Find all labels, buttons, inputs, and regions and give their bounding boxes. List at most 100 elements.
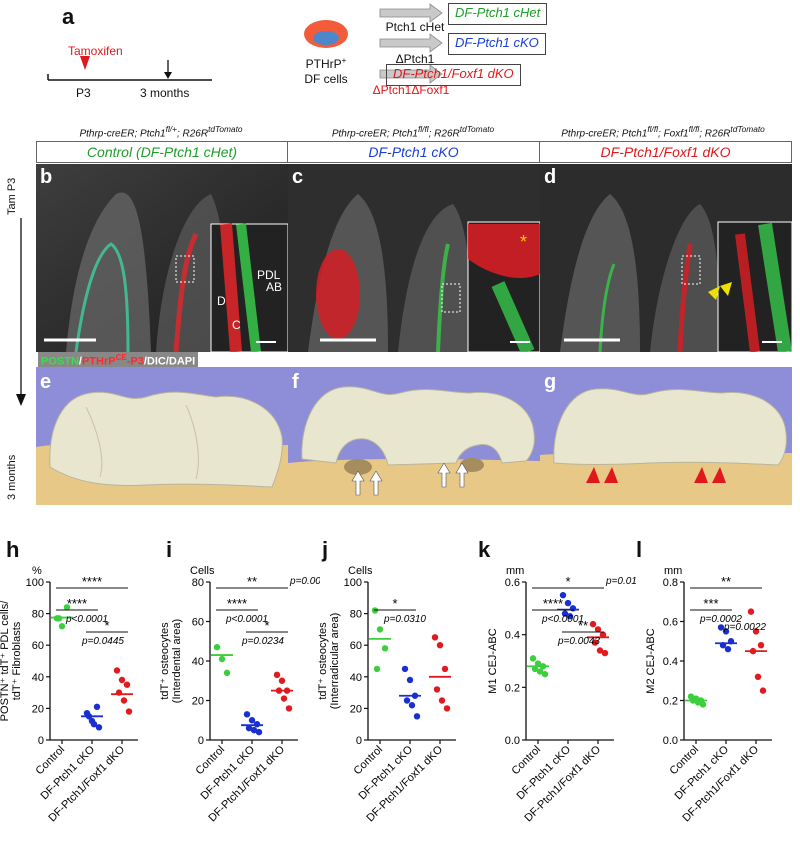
chart-j-point — [401, 665, 409, 673]
chart-i-pvalue: p=0.0043 — [289, 576, 320, 587]
panel-label-h: h — [6, 537, 20, 562]
chart-i-ytick-label: 80 — [192, 577, 204, 589]
cells-label-line1: PTHrP — [305, 57, 342, 71]
chart-k-point — [534, 660, 542, 667]
three-months-label: 3 months — [140, 86, 190, 100]
schematic-diagram — [47, 3, 443, 84]
chart-h: % POSTN⁺ tdT⁺ PDL cells/tdT⁺ Fibroblasts 0… — [0, 565, 138, 824]
chart-i-point — [243, 711, 251, 718]
panel-label-i: i — [166, 537, 173, 562]
group-header-cko: DF-Ptch1 cKO — [287, 141, 540, 163]
chart-h-point — [123, 681, 131, 688]
box-cHet-text: DF-Ptch1 cHet — [455, 5, 541, 20]
chart-j-ylabel-line: (Interradicular area) — [329, 613, 341, 710]
chart-l-ytick-label: 0.6 — [663, 617, 678, 629]
chart-i-sig-stars: **** — [227, 596, 247, 611]
genotype-cko: Pthrp-creER; Ptch1fl/fl; R26RtdTomato — [288, 124, 538, 139]
chart-i-ytick-label: 0 — [198, 735, 204, 747]
three-months-vertical-label: 3 months — [6, 454, 18, 500]
chart-h-ytick-label: 60 — [32, 640, 44, 652]
chart-i-pvalue: p<0.0001 — [225, 614, 268, 625]
chart-h-point — [58, 623, 66, 630]
chart-k-point — [594, 626, 602, 633]
chart-h-point — [120, 697, 128, 704]
chart-k-point — [569, 605, 577, 612]
chart-i-point — [223, 669, 231, 677]
label-ab: AB — [266, 280, 283, 294]
chart-j-ytick-label: 40 — [350, 672, 362, 684]
chart-h-point — [95, 724, 103, 731]
chart-h-sig-stars: **** — [82, 574, 102, 589]
panel-label-e: e — [40, 371, 52, 393]
chart-l-point — [752, 628, 760, 635]
arrows-white-1 — [351, 471, 383, 496]
chart-h-ytick-label: 0 — [38, 735, 44, 747]
micrograph-d: d — [540, 164, 792, 352]
genotype-dko: Pthrp-creER; Ptch1fl/fl; Foxf1fl/fl; R26… — [538, 124, 788, 139]
arrow2-label: ΔPtch1 — [395, 52, 435, 66]
genotype-dko-text: Pthrp-creER; Ptch1 — [561, 128, 648, 140]
arrow3-label: ΔPtch1ΔFoxf1 — [372, 83, 450, 97]
genotype-control-sup2: tdTomato — [208, 124, 243, 134]
genotype-dko-sup: fl/fl — [647, 124, 659, 134]
chart-j-pvalue: p=0.0310 — [383, 614, 426, 625]
chart-l-ytick-label: 0.8 — [663, 577, 678, 589]
chart-l-point — [757, 642, 765, 649]
chart-i-ylabel: tdT⁺ osteocytes(Interdental area) — [160, 619, 183, 703]
micrograph-c-image: * — [288, 164, 540, 352]
chart-l-pvalue: p=0.0002 — [699, 614, 742, 625]
chart-k-ytick-label: 0.0 — [505, 735, 520, 747]
chart-l-point — [747, 608, 755, 615]
chart-k-pvalue: p<0.0001 — [541, 614, 584, 625]
chart-j-point — [408, 702, 416, 709]
chart-k-point — [541, 670, 549, 678]
box-cKO: DF-Ptch1 cKO — [448, 33, 546, 55]
time-arrow — [16, 218, 26, 406]
panel-label-b: b — [40, 166, 53, 188]
chart-i-point — [213, 643, 221, 651]
chart-i-ylabel-line: tdT⁺ osteocytes — [160, 622, 171, 700]
chart-h-point — [113, 667, 121, 674]
chart-k-sig-stars: **** — [543, 596, 563, 611]
chart-j-ylabel-line: tdT⁺ osteocytes — [318, 622, 329, 700]
chart-k-ylabel-line: M1 CEJ-ABC — [487, 628, 499, 693]
chart-i-point — [273, 671, 281, 679]
chart-k-sig-stars: * — [565, 574, 570, 589]
chart-l-ytick-label: 0.4 — [663, 656, 678, 668]
chart-k-point — [531, 665, 539, 673]
chart-l-ytick-label: 0.0 — [663, 735, 678, 747]
chart-l-sig-stars: ** — [721, 574, 731, 589]
chart-h-ylabel-line: POSTN⁺ tdT⁺ PDL cells/ — [0, 600, 11, 722]
chart-k-sig-stars: ** — [578, 618, 588, 633]
chart-i-point — [248, 717, 256, 724]
chart-k-point — [601, 649, 609, 657]
chart-k-pvalue: p=0.0121 — [605, 576, 636, 587]
box-cKO-text: DF-Ptch1 cKO — [455, 35, 539, 50]
chart-h-ytick-label: 40 — [32, 672, 44, 684]
stain-slash: / — [78, 355, 82, 368]
panel-label-k: k — [478, 537, 491, 562]
chart-l-point — [717, 624, 725, 631]
genotype-dko-sup2: tdTomato — [730, 124, 765, 134]
panel-label-f: f — [292, 371, 299, 393]
micrograph-d-image — [540, 164, 792, 352]
chart-k-point — [599, 631, 607, 638]
cells-label-line2: DF cells — [304, 72, 348, 86]
chart-i-point — [218, 655, 226, 663]
cells-label: PTHrP+ DF cells — [298, 53, 354, 87]
render-f: f — [288, 367, 540, 505]
panel-label-a: a — [62, 4, 75, 29]
genotype-control-text: Pthrp-creER; Ptch1 — [79, 128, 166, 140]
arrows-white-2 — [437, 463, 469, 488]
tamoxifen-label: Tamoxifen — [68, 44, 123, 58]
chart-k-ytick-label: 0.6 — [505, 577, 520, 589]
genotype-cko-end: ; R26R — [428, 128, 460, 140]
chart-k-point — [561, 610, 569, 617]
chart-i-sig-stars: ** — [247, 574, 257, 589]
genotype-cko-sup2: tdTomato — [459, 124, 495, 134]
stain-ce: CE — [115, 353, 127, 362]
label-c: C — [232, 318, 241, 332]
chart-j-point — [441, 665, 449, 673]
chart-k-point — [559, 591, 567, 599]
